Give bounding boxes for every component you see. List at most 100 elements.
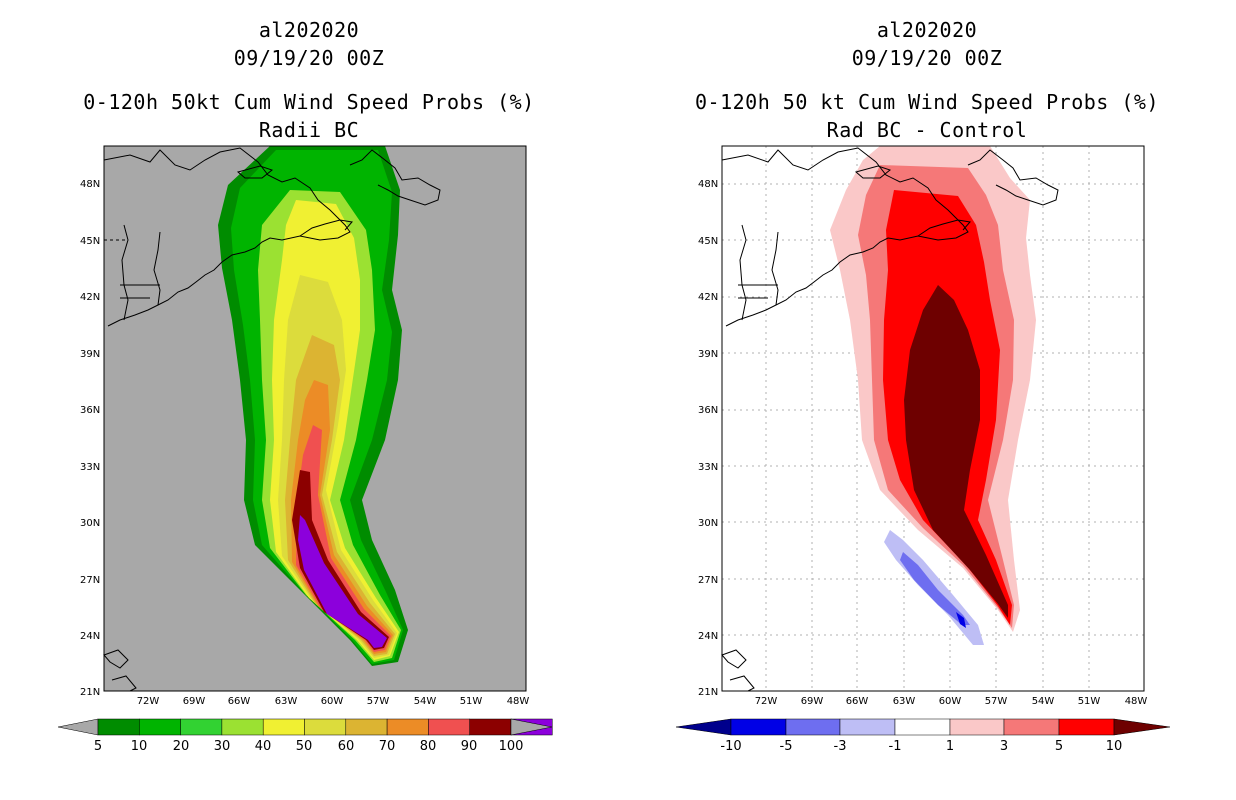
right-storm-id: al202020 <box>876 18 978 42</box>
svg-text:45N: 45N <box>80 236 100 247</box>
right-colorbar-swatch <box>1058 718 1115 736</box>
left-colorbar-swatch <box>262 718 305 736</box>
left-cb-label: 60 <box>338 739 355 754</box>
right-cb-label: 10 <box>1106 739 1123 754</box>
svg-text:72W: 72W <box>755 696 778 707</box>
right-colorbar-swatch <box>894 718 951 736</box>
left-colorbar-swatch <box>139 718 181 736</box>
left-storm-id: al202020 <box>258 18 360 42</box>
right-lat-labels: 48N 45N 42N 39N 36N 33N 30N 27N 24N 21N <box>698 179 718 698</box>
right-cb-label: -5 <box>780 739 793 754</box>
svg-text:45N: 45N <box>698 236 718 247</box>
left-subtitle: Radii BC <box>258 118 360 142</box>
right-colorbar-swatch <box>839 718 896 736</box>
left-cb-label: 50 <box>296 739 313 754</box>
left-map-frame <box>103 145 527 692</box>
right-panel: al202020 09/19/20 00Z 0-120h 50 kt Cum W… <box>618 0 1236 800</box>
left-colorbar-swatch <box>386 718 429 736</box>
left-colorbar-swatch <box>428 718 470 736</box>
right-map: 48N 45N 42N 39N 36N 33N 30N 27N 24N 21N … <box>675 145 1171 754</box>
right-coastlines <box>721 147 1059 692</box>
svg-text:36N: 36N <box>80 405 100 416</box>
svg-text:69W: 69W <box>183 696 206 707</box>
right-colorbar-swatch <box>675 718 732 736</box>
svg-text:39N: 39N <box>80 349 100 360</box>
right-colorbar-swatch <box>949 718 1005 736</box>
left-datetime: 09/19/20 00Z <box>233 46 385 70</box>
svg-text:39N: 39N <box>698 349 718 360</box>
svg-text:48N: 48N <box>698 179 718 190</box>
left-product-title: 0-120h 50kt Cum Wind Speed Probs (%) <box>83 90 535 114</box>
svg-text:69W: 69W <box>801 696 824 707</box>
right-colorbar-swatch <box>785 718 841 736</box>
svg-text:66W: 66W <box>228 696 251 707</box>
left-lat-labels: 48N 45N 42N 39N 36N 33N 30N 27N 24N 21N <box>80 179 100 698</box>
right-datetime: 09/19/20 00Z <box>851 46 1003 70</box>
svg-text:33N: 33N <box>698 462 718 473</box>
svg-text:36N: 36N <box>698 405 718 416</box>
right-cb-label: 1 <box>946 739 954 754</box>
svg-text:54W: 54W <box>1032 696 1055 707</box>
svg-text:42N: 42N <box>80 292 100 303</box>
svg-text:51W: 51W <box>1078 696 1101 707</box>
svg-text:60W: 60W <box>321 696 344 707</box>
left-lon-labels: 72W 69W 66W 63W 60W 57W 54W 51W 48W <box>137 696 530 707</box>
left-colorbar-swatch <box>345 718 388 736</box>
left-colorbar-swatch <box>304 718 347 736</box>
right-cb-label: 5 <box>1055 739 1063 754</box>
right-cb-label: 3 <box>1000 739 1008 754</box>
right-cb-label: -3 <box>834 739 847 754</box>
svg-text:60W: 60W <box>939 696 962 707</box>
svg-text:42N: 42N <box>698 292 718 303</box>
svg-text:57W: 57W <box>985 696 1008 707</box>
svg-text:63W: 63W <box>275 696 298 707</box>
svg-text:27N: 27N <box>80 575 100 586</box>
right-product-title: 0-120h 50 kt Cum Wind Speed Probs (%) <box>694 90 1160 114</box>
left-colorbar-swatch <box>221 718 264 736</box>
right-cb-label: -10 <box>720 739 741 754</box>
right-colorbar-swatch <box>1113 718 1171 736</box>
right-map-frame <box>721 145 1145 692</box>
svg-text:30N: 30N <box>80 518 100 529</box>
svg-text:57W: 57W <box>367 696 390 707</box>
svg-text:63W: 63W <box>893 696 916 707</box>
right-colorbar-swatch <box>1003 718 1060 736</box>
right-difference-shading <box>830 146 1036 645</box>
left-map: 48N 45N 42N 39N 36N 33N 30N 27N 24N 21N … <box>57 145 553 754</box>
left-colorbar-swatch <box>97 718 140 736</box>
svg-text:48W: 48W <box>1125 696 1148 707</box>
left-cb-label: 80 <box>420 739 437 754</box>
left-panel: al202020 09/19/20 00Z 0-120h 50kt Cum Wi… <box>57 18 553 754</box>
right-colorbar-swatch <box>730 718 787 736</box>
svg-text:48N: 48N <box>80 179 100 190</box>
left-cb-label: 30 <box>214 739 231 754</box>
left-cb-label: 5 <box>94 739 102 754</box>
svg-text:24N: 24N <box>698 631 718 642</box>
svg-text:66W: 66W <box>846 696 869 707</box>
left-coastlines <box>103 147 441 692</box>
left-cb-label: 90 <box>461 739 478 754</box>
svg-text:33N: 33N <box>80 462 100 473</box>
svg-text:30N: 30N <box>698 518 718 529</box>
left-colorbar: 5 10 20 30 40 50 60 70 80 90 100 <box>57 718 553 754</box>
left-cb-label: 40 <box>255 739 272 754</box>
right-cb-label: -1 <box>889 739 902 754</box>
svg-text:24N: 24N <box>80 631 100 642</box>
right-lon-labels: 72W 69W 66W 63W 60W 57W 54W 51W 48W <box>755 696 1148 707</box>
left-cb-label: 20 <box>173 739 190 754</box>
svg-text:48W: 48W <box>507 696 530 707</box>
svg-text:27N: 27N <box>698 575 718 586</box>
right-subtitle: Rad BC - Control <box>826 118 1028 142</box>
svg-text:54W: 54W <box>414 696 437 707</box>
svg-text:21N: 21N <box>80 687 100 698</box>
left-cb-label: 100 <box>499 739 524 754</box>
left-colorbar-swatch <box>469 718 512 736</box>
left-colorbar-swatch <box>180 718 223 736</box>
svg-text:21N: 21N <box>698 687 718 698</box>
left-cb-label: 10 <box>131 739 148 754</box>
svg-text:72W: 72W <box>137 696 160 707</box>
left-cb-label: 70 <box>379 739 396 754</box>
right-colorbar: -10 -5 -3 -1 1 3 5 10 <box>675 718 1171 754</box>
left-probability-shading <box>218 146 408 666</box>
svg-text:51W: 51W <box>460 696 483 707</box>
